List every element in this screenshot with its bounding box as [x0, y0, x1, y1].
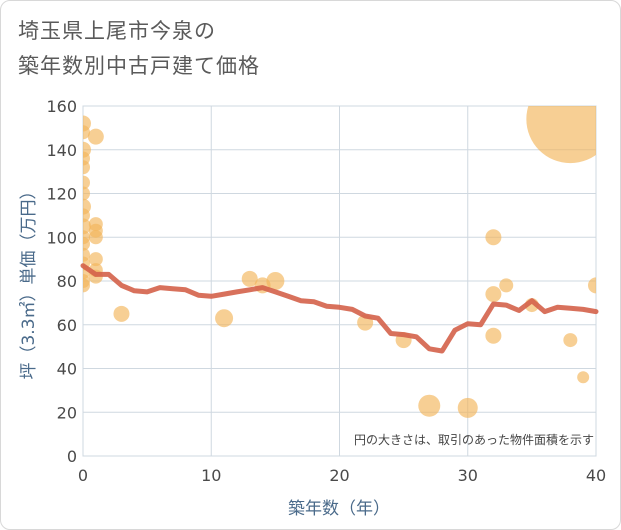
- x-tick-label: 0: [78, 466, 88, 485]
- bubble-point: [83, 236, 90, 251]
- x-axis-label: 築年数（年）: [288, 499, 390, 519]
- bubble-point: [83, 160, 90, 175]
- bubble-point: [88, 230, 103, 245]
- bubble-point: [457, 397, 478, 418]
- y-tick-label: 40: [57, 360, 77, 379]
- y-tick-labels: 0 20 40 60 80 100 120 140 160: [46, 97, 77, 466]
- bubble-point: [266, 272, 285, 290]
- y-tick-label: 0: [67, 447, 77, 466]
- y-tick-label: 120: [46, 185, 77, 204]
- trend-line-series: [80, 263, 599, 354]
- x-tick-label: 30: [458, 466, 478, 485]
- bubble-point: [588, 277, 596, 294]
- y-tick-label: 80: [57, 272, 77, 291]
- x-tick-label: 20: [329, 466, 349, 485]
- y-tick-label: 160: [46, 97, 77, 116]
- bubble-series: [83, 106, 596, 418]
- bubble-point: [83, 125, 90, 140]
- bubble-point: [499, 278, 514, 293]
- y-tick-label: 140: [46, 141, 77, 160]
- chart-title: 埼玉県上尾市今泉の 築年数別中古戸建て価格: [18, 14, 260, 84]
- bubble-point: [83, 278, 90, 293]
- bubble-point: [83, 175, 90, 190]
- bubble-point: [485, 229, 502, 246]
- y-tick-label: 20: [57, 403, 77, 422]
- bubble-point: [215, 309, 234, 328]
- bubble-point: [83, 186, 90, 201]
- chart-title-line-2: 築年数別中古戸建て価格: [18, 54, 260, 78]
- bubble-point: [563, 333, 578, 348]
- trend-line: [80, 263, 599, 354]
- bubble-point: [526, 106, 596, 164]
- bubble-point: [83, 208, 90, 223]
- bubble-point: [485, 286, 502, 303]
- bubble-point: [113, 305, 130, 322]
- x-tick-labels: 0 10 20 30 40: [78, 466, 606, 485]
- bubble-point: [577, 371, 590, 384]
- bubble-point: [87, 128, 104, 145]
- bubble-size-note: 円の大きさは、取引のあった物件面積を示す: [354, 432, 594, 447]
- x-tick-label: 10: [201, 466, 221, 485]
- y-tick-label: 100: [46, 228, 77, 247]
- bubble-point: [241, 270, 258, 287]
- bubble-point: [88, 252, 103, 267]
- chart-title-line-1: 埼玉県上尾市今泉の: [18, 19, 216, 43]
- y-tick-label: 60: [57, 316, 77, 335]
- bubble-point: [485, 327, 502, 344]
- y-axis-label: 坪（3.3㎡）単価（万円）: [19, 182, 39, 379]
- bubble-point: [418, 394, 441, 417]
- x-tick-label: 40: [586, 466, 606, 485]
